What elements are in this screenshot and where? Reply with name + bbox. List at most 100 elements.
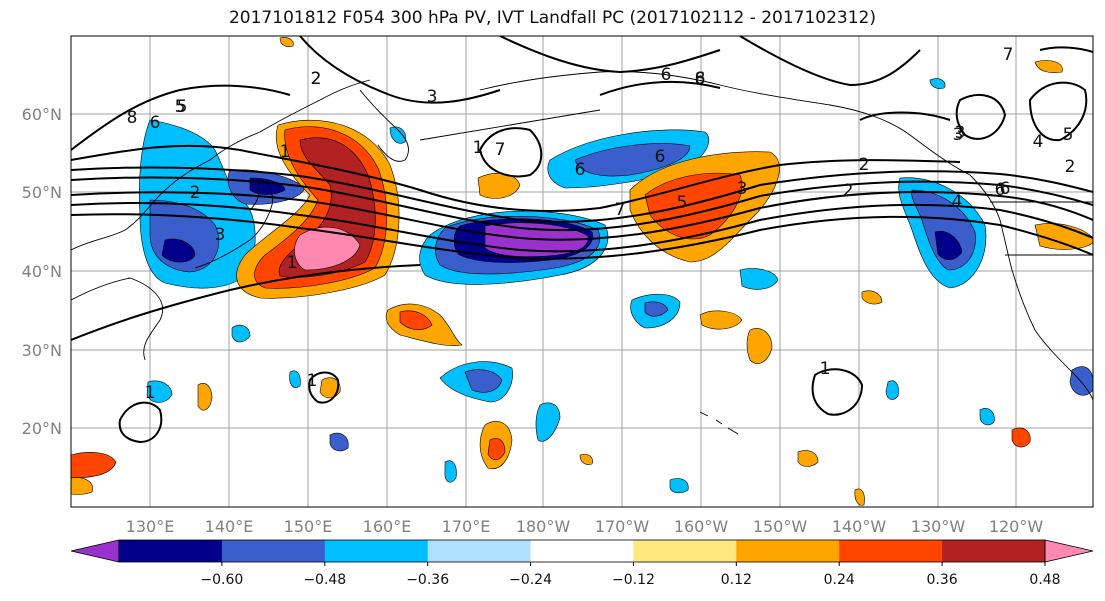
- lat-label: 40°N: [22, 262, 62, 281]
- contour-label: 2: [311, 69, 322, 89]
- contour-label: 1: [820, 359, 831, 379]
- shade-blue-s4: [739, 268, 779, 290]
- colorbar-outline: [118, 539, 1046, 563]
- coast-asia: [71, 79, 371, 361]
- coast-alaska: [479, 71, 1001, 221]
- contour-label: 6: [150, 113, 161, 133]
- shade-orange-s16: [861, 290, 883, 305]
- contour-label: 3: [427, 87, 438, 107]
- shade-orange-s21: [279, 37, 294, 47]
- shade-medblue-s3: [644, 301, 669, 317]
- colorbar-tick-label: 0.12: [721, 572, 752, 588]
- contour-label: 8: [127, 108, 138, 128]
- shade-orange-s10: [197, 382, 213, 411]
- coast-hawaii: [699, 411, 739, 435]
- shade-orange-s22: [1034, 60, 1063, 73]
- shade-red-s1: [399, 310, 433, 330]
- shade-blue-s24: [389, 126, 406, 144]
- contour-label: 4: [1033, 132, 1044, 152]
- shade-orange-sw: [71, 477, 93, 495]
- coast-kamchatka: [359, 89, 409, 162]
- shade-blue-s17: [231, 324, 251, 343]
- shade-orange-dateline: [477, 172, 521, 199]
- contour-label: 6: [1000, 179, 1011, 199]
- shade-orange-s15: [797, 450, 819, 467]
- colorbar-segment: [530, 540, 634, 562]
- contour-label: 6: [661, 65, 672, 85]
- contour-label: 2: [190, 183, 201, 203]
- colorbar-segment: [633, 540, 737, 562]
- lat-label: 60°N: [22, 105, 62, 124]
- coast-aleutians: [419, 109, 601, 141]
- lon-label: 150°W: [753, 517, 808, 536]
- lon-label: 170°E: [442, 517, 491, 536]
- contour-label: 7: [495, 140, 506, 160]
- contour-label: 5: [1063, 125, 1074, 145]
- contour-label: 1: [307, 371, 318, 391]
- latitude-labels: 60°N 50°N 40°N 30°N 20°N: [22, 105, 62, 438]
- shade-orange-s29: [579, 453, 593, 465]
- contour-label: 8: [695, 69, 706, 89]
- colorbar-extend-low: [70, 539, 120, 563]
- contours: [71, 36, 1093, 444]
- shade-pink-nwpac: [294, 226, 361, 271]
- colorbar-tick-label: 0.24: [824, 572, 855, 588]
- contour-label: 5: [175, 97, 186, 117]
- contour-label: 3: [953, 125, 964, 145]
- contour-label: 1: [145, 383, 156, 403]
- shade-blue-s27: [329, 432, 349, 452]
- lon-label: 160°W: [674, 517, 729, 536]
- shade-blue-s28: [979, 408, 995, 426]
- coast-namerica: [999, 219, 1093, 401]
- colorbar-tick-label: −0.36: [406, 572, 449, 588]
- colorbar-tick-label: −0.12: [612, 572, 655, 588]
- lon-label: 140°E: [205, 517, 254, 536]
- contour-label: 1: [473, 138, 484, 158]
- contour-label: 6: [995, 180, 1006, 200]
- shade-red-s7: [487, 438, 506, 461]
- colorbar-tick-label: −0.24: [509, 572, 552, 588]
- shade-orange-s5: [699, 310, 743, 330]
- contour-label: 3: [737, 179, 748, 199]
- lon-label: 180°W: [516, 517, 571, 536]
- shade-orange-s11: [319, 377, 341, 399]
- lon-label: 160°E: [363, 517, 412, 536]
- lat-label: 30°N: [22, 341, 62, 360]
- contour-label: 7: [1003, 45, 1014, 65]
- longitude-labels: 130°E 140°E 150°E 160°E 170°E 180°W 170°W 160°W…: [126, 517, 1044, 536]
- chart-title: 2017101812 F054 300 hPa PV, IVT Landfall…: [228, 8, 876, 28]
- lon-label: 140°W: [832, 517, 887, 536]
- shade-blue-s8: [535, 402, 561, 442]
- colorbar-segment: [736, 540, 840, 562]
- contour-label: 2: [843, 181, 854, 201]
- lon-label: 120°W: [989, 517, 1044, 536]
- contour-label: 7: [615, 200, 626, 220]
- contour-label: 5: [677, 193, 688, 213]
- contour-label: 3: [215, 225, 226, 245]
- colorbar-tick-label: 0.36: [927, 572, 958, 588]
- shade-navy-pnw: [934, 230, 963, 261]
- shade-blue-s23: [929, 78, 946, 89]
- lat-label: 20°N: [22, 419, 62, 438]
- lon-label: 150°E: [284, 517, 333, 536]
- shade-orange-s6: [746, 328, 773, 364]
- map-frame: [70, 35, 1094, 508]
- shade-blue-s18: [885, 380, 899, 400]
- colorbar: −0.60 −0.48 −0.36 −0.24 −0.12 0.12 0.24 0.36 0.4…: [70, 539, 1094, 588]
- shade-medblue-s2: [464, 369, 503, 393]
- colorbar-segment: [942, 540, 1046, 562]
- colorbar-tick-label: −0.48: [303, 572, 346, 588]
- lat-label: 50°N: [22, 183, 62, 202]
- contour-label: 2: [859, 155, 870, 175]
- colorbar-segment: [324, 540, 429, 562]
- contour-label: 3: [955, 123, 966, 143]
- colorbar-tick-label: −0.60: [200, 572, 243, 588]
- contour-label: 6: [575, 160, 586, 180]
- shade-blue-s14: [1069, 366, 1093, 396]
- shade-red-s13: [1011, 427, 1031, 448]
- contour-label: 1: [280, 142, 291, 162]
- colorbar-segment: [119, 540, 223, 562]
- contour-label: 6: [695, 69, 706, 89]
